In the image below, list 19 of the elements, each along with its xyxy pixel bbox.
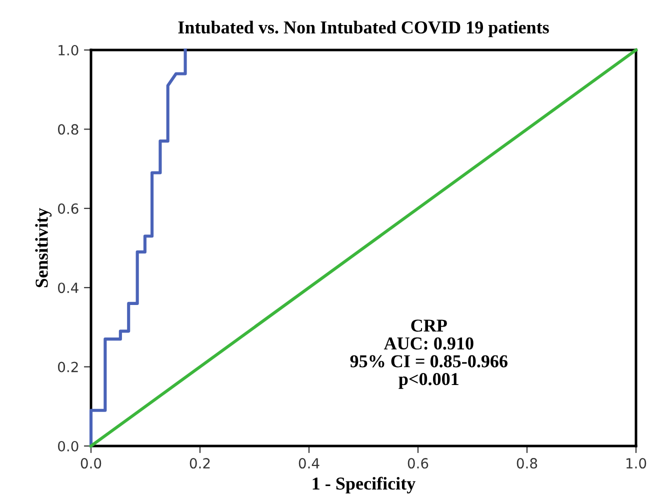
y-axis-title: Sensitivity bbox=[35, 208, 52, 288]
x-tick-label: 0.8 bbox=[516, 458, 538, 469]
y-tick-label: 0.2 bbox=[58, 362, 78, 372]
y-tick-label: 0.8 bbox=[58, 124, 78, 135]
x-tick-label: 0.4 bbox=[298, 458, 320, 469]
y-tick-label: 0.4 bbox=[58, 282, 78, 294]
y-tick-label: 1.0 bbox=[58, 44, 78, 56]
annotation: CRP bbox=[411, 320, 447, 332]
y-tick-label: 0.0 bbox=[58, 440, 78, 452]
x-tick-label: 0.6 bbox=[408, 458, 428, 469]
x-tick-label: 0.0 bbox=[80, 458, 102, 469]
x-tick-label: 0.2 bbox=[190, 458, 210, 469]
y-tick-label: 0.6 bbox=[58, 203, 78, 214]
annotation: AUC: 0.910 bbox=[384, 337, 474, 350]
x-axis-title: 1 - Specificity bbox=[312, 476, 416, 494]
chart-title: Intubated vs. Non Intubated COVID 19 patients bbox=[178, 20, 549, 38]
annotation: 95% CI = 0.85-0.966 bbox=[350, 355, 508, 368]
annotation: p<0.001 bbox=[398, 372, 458, 389]
x-tick-label: 1.0 bbox=[626, 458, 646, 469]
